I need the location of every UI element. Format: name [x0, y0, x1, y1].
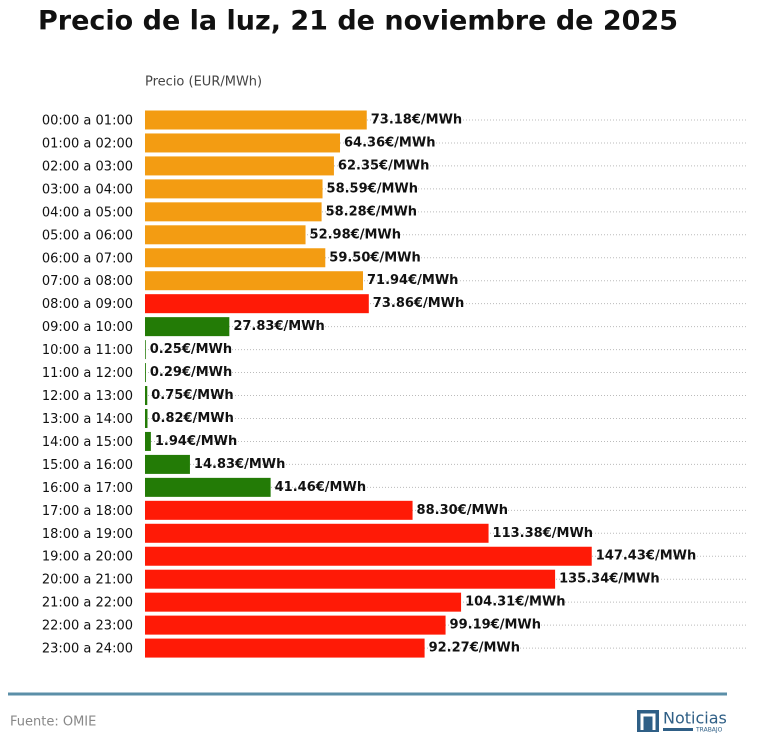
value-label: 62.35€/MWh — [338, 158, 429, 173]
logo-name: Noticias — [663, 709, 727, 728]
y-tick-label: 17:00 a 18:00 — [42, 504, 133, 519]
bar — [145, 133, 341, 153]
logo-glyph — [640, 713, 656, 730]
bar — [145, 340, 146, 360]
y-tick-label: 01:00 a 02:00 — [42, 136, 133, 151]
bar — [145, 408, 148, 428]
value-label: 92.27€/MWh — [429, 641, 520, 656]
chart-title: Precio de la luz, 21 de noviembre de 202… — [38, 6, 678, 37]
logo-icon — [637, 710, 659, 732]
y-tick-label: 18:00 a 19:00 — [42, 527, 133, 542]
value-label: 135.34€/MWh — [559, 572, 660, 587]
bar — [145, 477, 271, 497]
y-tick-label: 10:00 a 11:00 — [42, 343, 133, 358]
y-tick-label: 13:00 a 14:00 — [42, 412, 133, 427]
bar — [145, 294, 369, 314]
axis-label: Precio (EUR/MWh) — [145, 75, 262, 90]
bar — [145, 638, 425, 658]
bar — [145, 156, 334, 176]
value-label: 0.25€/MWh — [150, 342, 232, 357]
logo-bar — [663, 728, 693, 731]
logo-sub: TRABAJO — [695, 727, 723, 734]
y-tick-label: 14:00 a 15:00 — [42, 435, 133, 450]
y-tick-label: 21:00 a 22:00 — [42, 596, 133, 611]
y-tick-label: 06:00 a 07:00 — [42, 251, 133, 266]
bar — [145, 386, 148, 406]
bar — [145, 271, 363, 291]
y-tick-label: 15:00 a 16:00 — [42, 458, 133, 473]
value-label: 58.28€/MWh — [326, 204, 417, 219]
value-label: 58.59€/MWh — [327, 181, 418, 196]
bar — [145, 110, 367, 130]
value-label: 73.18€/MWh — [371, 113, 462, 128]
value-label: 14.83€/MWh — [194, 457, 285, 472]
value-label: 59.50€/MWh — [329, 250, 420, 265]
value-label: 52.98€/MWh — [310, 227, 401, 242]
y-tick-label: 00:00 a 01:00 — [42, 114, 133, 129]
value-label: 0.82€/MWh — [151, 411, 233, 426]
y-tick-label: 05:00 a 06:00 — [42, 228, 133, 243]
y-tick-label: 03:00 a 04:00 — [42, 182, 133, 197]
value-label: 73.86€/MWh — [373, 296, 464, 311]
y-tick-label: 20:00 a 21:00 — [42, 573, 133, 588]
value-label: 1.94€/MWh — [155, 434, 237, 449]
bar — [145, 569, 556, 589]
source: Fuente: OMIE — [10, 715, 96, 730]
y-tick-label: 12:00 a 13:00 — [42, 389, 133, 404]
y-tick-label: 09:00 a 10:00 — [42, 320, 133, 335]
bar — [145, 523, 489, 543]
value-label: 0.29€/MWh — [150, 365, 232, 380]
value-label: 88.30€/MWh — [417, 503, 508, 518]
bar — [145, 546, 592, 566]
y-tick-label: 08:00 a 09:00 — [42, 297, 133, 312]
y-tick-label: 22:00 a 23:00 — [42, 619, 133, 634]
y-tick-label: 07:00 a 08:00 — [42, 274, 133, 289]
bar — [145, 248, 326, 268]
bar — [145, 317, 230, 337]
value-label: 0.75€/MWh — [151, 388, 233, 403]
y-tick-label: 23:00 a 24:00 — [42, 642, 133, 657]
bar — [145, 592, 462, 612]
bar — [145, 363, 146, 383]
bar — [145, 500, 413, 520]
bar — [145, 202, 322, 222]
y-tick-label: 04:00 a 05:00 — [42, 205, 133, 220]
bar — [145, 179, 323, 199]
value-label: 27.83€/MWh — [233, 319, 324, 334]
y-tick-label: 11:00 a 12:00 — [42, 366, 133, 381]
y-tick-label: 16:00 a 17:00 — [42, 481, 133, 496]
bar — [145, 454, 190, 474]
y-tick-label: 02:00 a 03:00 — [42, 159, 133, 174]
bar — [145, 225, 306, 245]
value-label: 99.19€/MWh — [450, 618, 541, 633]
bar — [145, 431, 151, 451]
value-label: 71.94€/MWh — [367, 273, 458, 288]
value-label: 147.43€/MWh — [596, 549, 697, 564]
bar — [145, 615, 446, 635]
value-label: 64.36€/MWh — [344, 135, 435, 150]
y-tick-label: 19:00 a 20:00 — [42, 550, 133, 565]
value-label: 41.46€/MWh — [275, 480, 366, 495]
value-label: 104.31€/MWh — [465, 595, 566, 610]
value-label: 113.38€/MWh — [493, 526, 593, 541]
